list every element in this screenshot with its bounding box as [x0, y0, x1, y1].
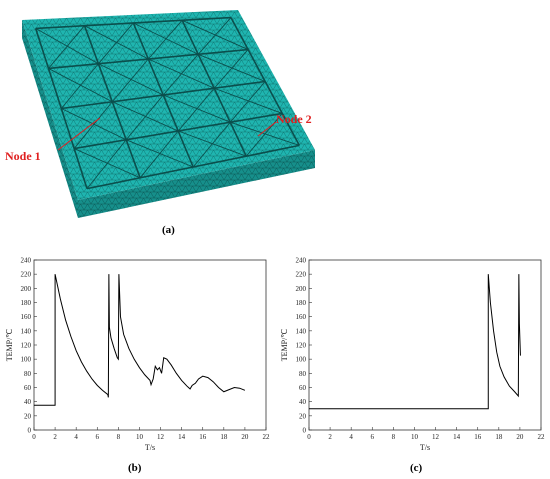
y-tick-label: 0 [303, 427, 307, 435]
plate-top [22, 10, 315, 200]
y-tick-label: 200 [21, 285, 32, 293]
rib-diagonal [192, 121, 231, 168]
rib-diagonal [213, 49, 249, 89]
x-tick-label: 20 [241, 433, 249, 441]
y-tick-label: 100 [21, 356, 32, 364]
x-axis-label: T/s [420, 443, 430, 452]
caption-b: (b) [128, 462, 142, 474]
x-tick-label: 8 [117, 433, 121, 441]
x-tick-label: 0 [32, 433, 36, 441]
plot-frame [33, 259, 267, 431]
node1-label: Node 1 [5, 149, 41, 163]
rib-diagonal [245, 113, 283, 157]
y-tick-label: 20 [24, 412, 32, 420]
rib-diagonal [177, 87, 215, 132]
x-tick-label: 8 [392, 433, 396, 441]
x-tick-label: 16 [474, 433, 482, 441]
y-tick-label: 240 [21, 257, 32, 265]
x-tick-label: 10 [136, 433, 144, 441]
x-tick-label: 14 [453, 433, 461, 441]
x-tick-label: 12 [432, 433, 440, 441]
rib-diagonal [147, 20, 183, 60]
rib-diagonal [111, 58, 149, 103]
rib-diagonal [125, 94, 164, 141]
x-tick-label: 10 [411, 433, 419, 441]
caption-a: (a) [162, 224, 175, 236]
x-tick-label: 14 [178, 433, 186, 441]
y-tick-label: 100 [296, 356, 307, 364]
chart-node2: 0 2 4 6 8 10 12 14 16 18 20 22020406080100120140160… [280, 257, 546, 453]
y-tick-label: 120 [296, 342, 307, 350]
x-axis-label: T/s [145, 443, 155, 452]
rib-diagonal [98, 22, 134, 65]
x-tick-label: 20 [516, 433, 524, 441]
x-tick-label: 2 [328, 433, 332, 441]
y-tick-label: 40 [299, 398, 307, 406]
rib-diagonal [139, 130, 179, 179]
x-tick-label: 18 [220, 433, 228, 441]
y-tick-label: 80 [24, 370, 32, 378]
stiffener-ribs [34, 16, 301, 190]
x-tick-label: 6 [96, 433, 100, 441]
rib-diagonal [60, 63, 99, 109]
plate-side-left [22, 20, 78, 218]
rib-diagonal [162, 53, 199, 96]
plot-frame [308, 259, 542, 431]
y-tick-label: 180 [21, 299, 32, 307]
y-tick-label: 160 [296, 313, 307, 321]
x-tick-label: 12 [157, 433, 165, 441]
x-tick-label: 22 [538, 433, 546, 441]
chart-node1: 0 2 4 6 8 10 12 14 16 18 20 22020406080100120140160… [5, 257, 271, 453]
plate-side-front [78, 150, 315, 218]
rib-diagonal [229, 81, 266, 123]
rib-diagonal [73, 101, 113, 149]
y-tick-label: 220 [21, 271, 32, 279]
y-tick-label: 160 [21, 313, 32, 321]
y-axis-label: TEMP/℃ [5, 329, 14, 362]
caption-c: (c) [410, 462, 423, 474]
y-tick-label: 0 [28, 427, 32, 435]
rib-diagonal [86, 139, 127, 189]
y-tick-label: 220 [296, 271, 307, 279]
node1-leader [57, 117, 101, 151]
node2-leader [257, 121, 277, 137]
y-tick-label: 80 [299, 370, 307, 378]
x-tick-label: 18 [495, 433, 503, 441]
series-line-temperature [34, 274, 246, 406]
y-axis-label: TEMP/℃ [280, 329, 289, 362]
x-tick-label: 4 [74, 433, 78, 441]
rib-diagonal [197, 17, 232, 55]
y-tick-label: 20 [299, 412, 307, 420]
y-tick-label: 200 [296, 285, 307, 293]
y-tick-label: 60 [24, 384, 32, 392]
x-tick-label: 0 [307, 433, 311, 441]
x-tick-label: 22 [263, 433, 271, 441]
y-tick-label: 120 [21, 342, 32, 350]
rib-vertical [34, 28, 88, 189]
x-tick-label: 2 [53, 433, 57, 441]
x-tick-label: 4 [349, 433, 353, 441]
node2-label: Node 2 [276, 112, 312, 126]
y-tick-label: 240 [296, 257, 307, 265]
x-tick-label: 6 [371, 433, 375, 441]
rib-diagonal [48, 25, 85, 69]
y-tick-label: 180 [296, 299, 307, 307]
y-tick-label: 40 [24, 398, 32, 406]
y-tick-label: 140 [296, 327, 307, 335]
x-tick-label: 16 [199, 433, 207, 441]
plate-model [22, 10, 315, 218]
y-tick-label: 140 [21, 327, 32, 335]
series-line-temperature [309, 274, 521, 410]
mesh-figure: Node 1 Node 2 [5, 10, 315, 218]
y-tick-label: 60 [299, 384, 307, 392]
